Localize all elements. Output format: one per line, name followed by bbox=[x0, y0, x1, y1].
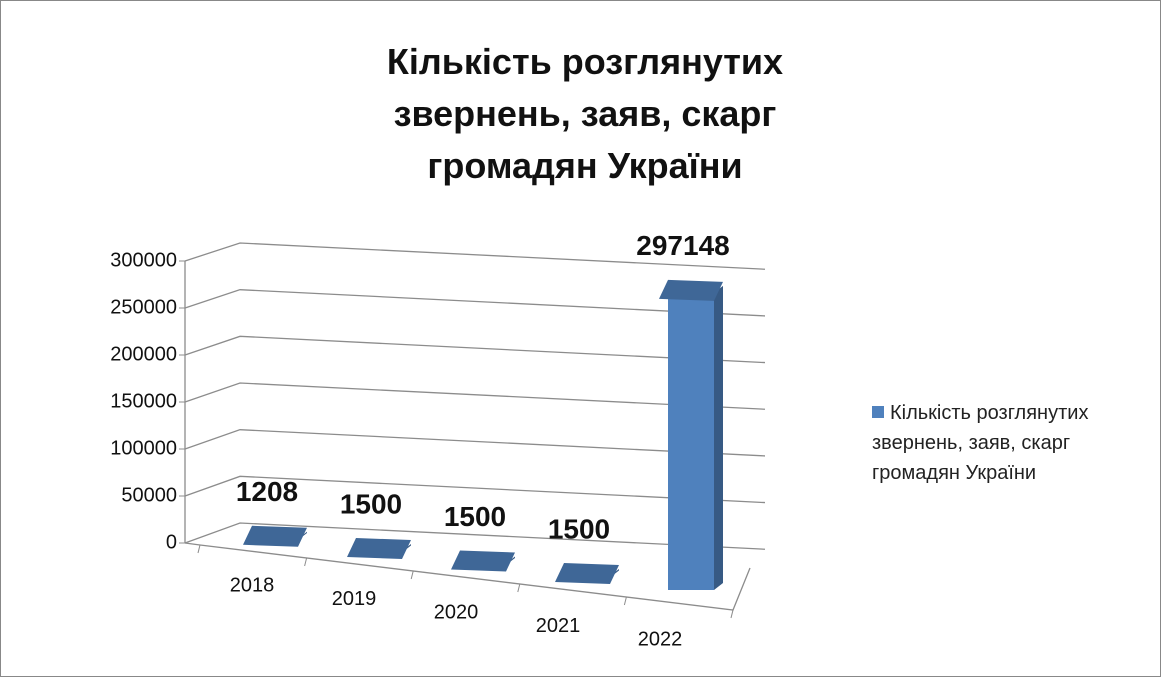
y-tick-label: 150000 bbox=[110, 390, 177, 412]
bar-top bbox=[659, 280, 723, 301]
bar-side bbox=[714, 286, 723, 590]
legend: Кількість розглянутих звернень, заяв, ск… bbox=[872, 398, 1134, 488]
bar bbox=[668, 293, 714, 590]
bar-top bbox=[243, 526, 307, 547]
x-tick-label: 2018 bbox=[230, 574, 275, 596]
y-tick-label: 50000 bbox=[121, 484, 177, 506]
y-tick-label: 100000 bbox=[110, 437, 177, 459]
x-tick-label: 2019 bbox=[332, 588, 377, 610]
data-label: 297148 bbox=[636, 230, 729, 261]
data-label: 1500 bbox=[548, 513, 610, 544]
bar-top bbox=[347, 538, 411, 559]
x-tick-label: 2022 bbox=[638, 628, 683, 650]
y-tick-label: 250000 bbox=[110, 296, 177, 318]
data-label: 1500 bbox=[444, 501, 506, 532]
y-tick-label: 200000 bbox=[110, 343, 177, 365]
chart: 0 50000 100000 150000 200000 250000 300000 2018… bbox=[0, 0, 1161, 677]
bar-top bbox=[555, 563, 619, 584]
legend-key bbox=[872, 406, 884, 418]
x-tick-label: 2020 bbox=[434, 601, 479, 623]
data-label: 1208 bbox=[236, 476, 298, 507]
x-tick-label: 2021 bbox=[536, 615, 581, 637]
chart-title: Кількість розглянутих звернень, заяв, ск… bbox=[340, 36, 830, 192]
legend-label: Кількість розглянутих звернень, заяв, ск… bbox=[872, 402, 1088, 484]
y-tick-label: 300000 bbox=[110, 249, 177, 271]
bar-top bbox=[451, 551, 515, 572]
y-tick-label: 0 bbox=[166, 531, 177, 553]
data-label: 1500 bbox=[340, 488, 402, 519]
